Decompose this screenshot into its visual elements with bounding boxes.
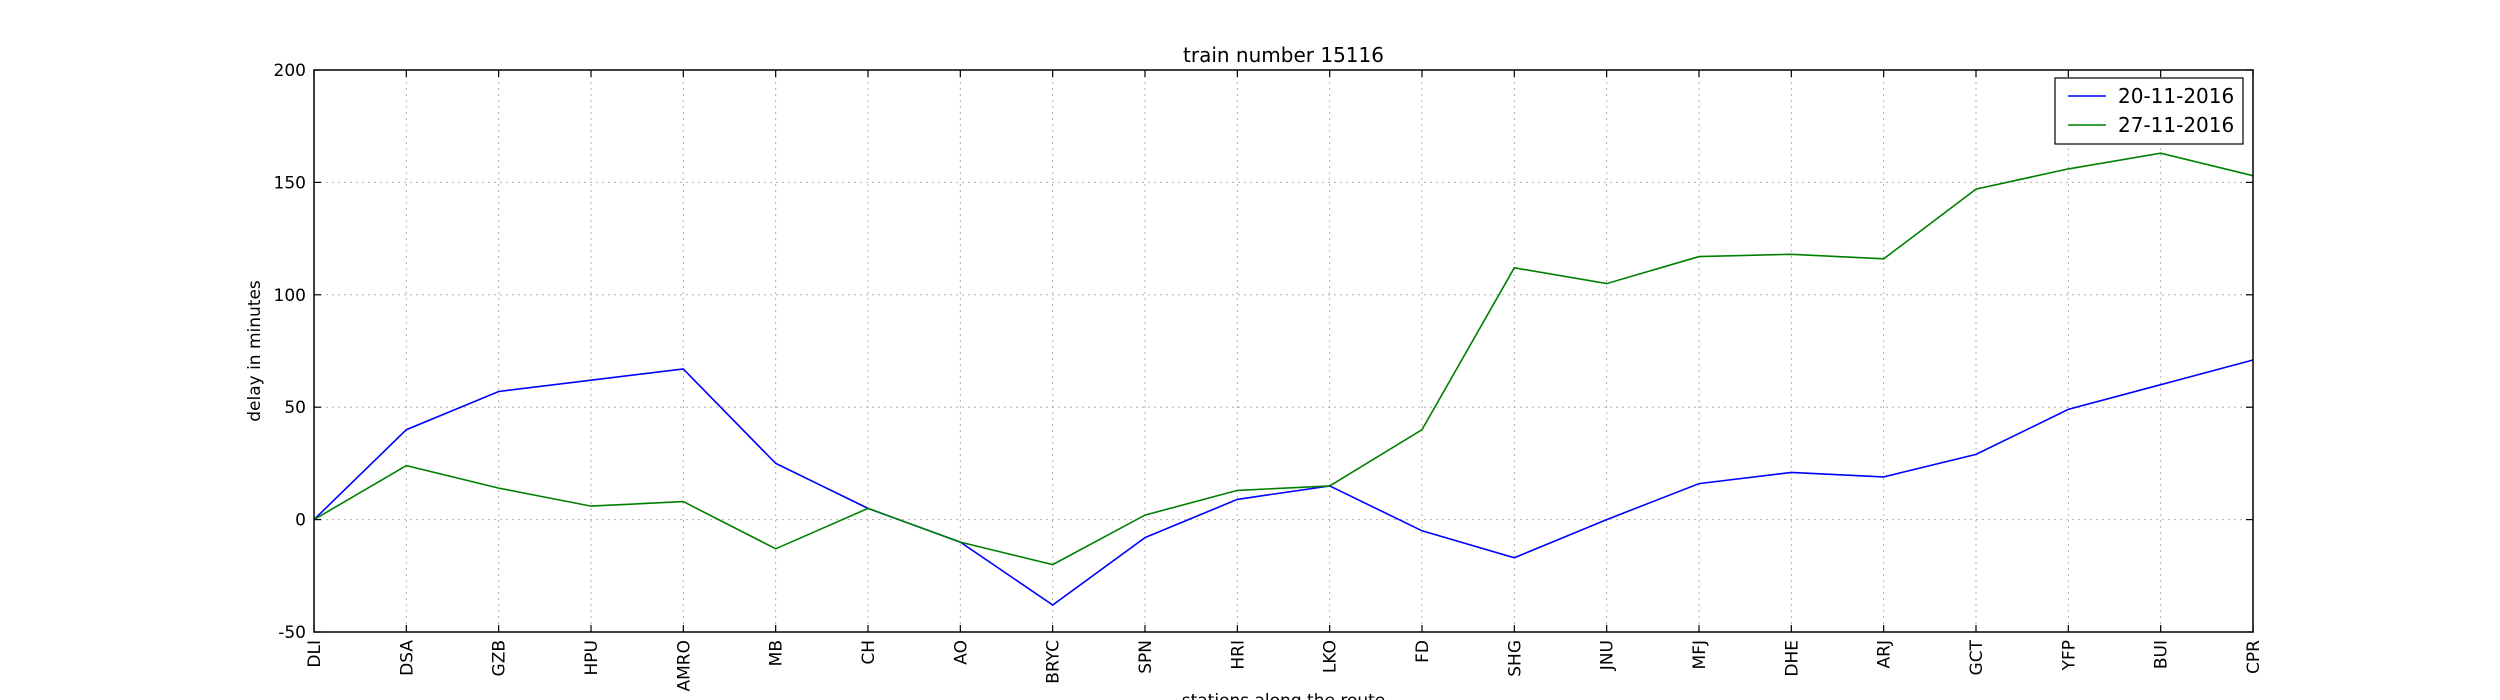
x-tick-label: CPR bbox=[2244, 640, 2264, 674]
legend-label: 20-11-2016 bbox=[2118, 84, 2234, 108]
chart-title: train number 15116 bbox=[1183, 43, 1384, 67]
grid-layer bbox=[314, 70, 2253, 632]
x-tick-label: LKO bbox=[1321, 640, 1341, 673]
x-tick-label: AMRO bbox=[674, 640, 694, 692]
y-tick-label: 100 bbox=[274, 286, 306, 306]
y-tick-label: 50 bbox=[284, 398, 306, 418]
x-tick-label: YFP bbox=[2059, 640, 2079, 671]
x-tick-label: BRYC bbox=[1044, 640, 1064, 684]
series-layer bbox=[313, 152, 2254, 606]
x-tick-label: DSA bbox=[397, 640, 417, 676]
y-axis-label: delay in minutes bbox=[245, 280, 265, 422]
legend: 20-11-2016 27-11-2016 bbox=[2054, 77, 2244, 145]
y-tick-label: 150 bbox=[274, 173, 306, 193]
x-tick-label: DLI bbox=[305, 640, 325, 668]
x-tick-label: HRI bbox=[1228, 640, 1248, 670]
x-tick-label: MFJ bbox=[1690, 640, 1710, 669]
x-tick-label: SPN bbox=[1136, 640, 1156, 674]
y-tick-label: 200 bbox=[274, 61, 306, 81]
x-tick-label: JNU bbox=[1598, 640, 1618, 671]
y-tick-label: -50 bbox=[278, 623, 306, 643]
x-tick-label: BUI bbox=[2152, 640, 2172, 669]
x-tick-label: GCT bbox=[1967, 639, 1987, 675]
x-tick-label: HPU bbox=[582, 640, 602, 675]
series-line-1 bbox=[313, 359, 2254, 606]
legend-label: 27-11-2016 bbox=[2118, 113, 2234, 137]
series-line-2 bbox=[313, 152, 2254, 566]
x-tick-label: MB bbox=[767, 640, 787, 666]
tick-layer: DLI DSA GZB HPU AMRO MB CH AO BRYC SPN HRI LKO FD SHG… bbox=[274, 61, 2264, 692]
x-axis-label: stations along the route bbox=[1182, 691, 1386, 700]
x-tick-label: AO bbox=[951, 640, 971, 665]
x-tick-label: GZB bbox=[490, 640, 510, 676]
plot-frame bbox=[313, 69, 2254, 633]
x-tick-label: CH bbox=[859, 640, 879, 665]
x-tick-label: SHG bbox=[1505, 640, 1525, 677]
x-tick-label: DHE bbox=[1782, 640, 1802, 677]
x-tick-label: ARJ bbox=[1875, 640, 1895, 668]
y-tick-label: 0 bbox=[295, 511, 306, 531]
legend-box bbox=[2054, 77, 2244, 145]
x-tick-label: FD bbox=[1413, 640, 1433, 663]
